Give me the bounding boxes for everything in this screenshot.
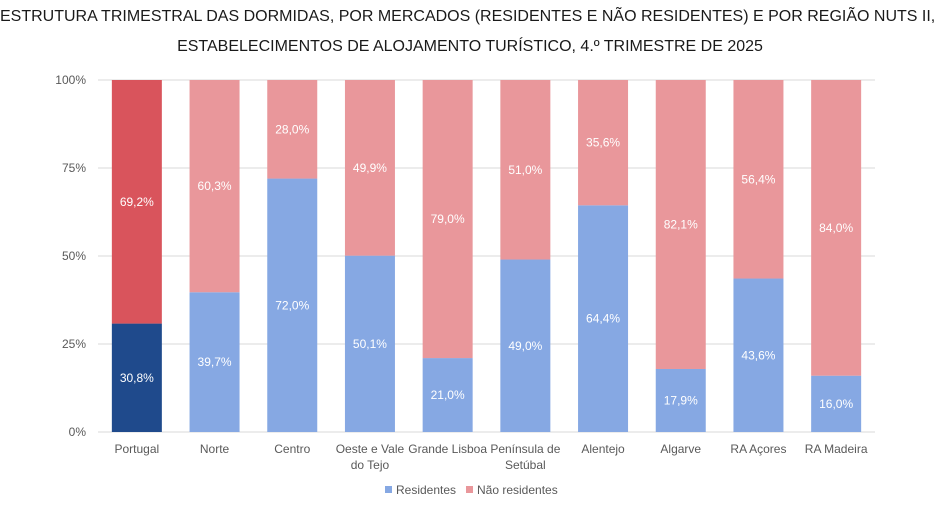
data-label: 69,2% (120, 195, 154, 209)
data-label: 51,0% (508, 163, 542, 177)
chart-title: ESTRUTURA TRIMESTRAL DAS DORMIDAS, POR M… (0, 2, 940, 62)
x-tick-label: Portugal (114, 442, 159, 456)
bar-layer (111, 80, 862, 432)
x-tick-label: Setúbal (505, 458, 546, 472)
bar-residentes (422, 358, 473, 432)
bar-nao-residentes (500, 80, 551, 260)
label-layer: 30,8% 69,2% 39,7% 60,3% 72,0% 28,0% 50,1% 49,9%… (120, 122, 854, 411)
legend-label: Não residentes (477, 483, 558, 497)
bar-nao-residentes (344, 80, 395, 256)
x-tick-label: RA Açores (730, 442, 786, 456)
bar-nao-residentes (422, 80, 473, 359)
x-tick-label: Centro (274, 442, 310, 456)
data-label: 84,0% (819, 221, 853, 235)
bar-nao-residentes (189, 80, 240, 293)
data-label: 16,0% (819, 397, 853, 411)
x-tick-label: Oeste e Vale (336, 442, 405, 456)
data-label: 72,0% (275, 298, 309, 312)
data-label: 28,0% (275, 122, 309, 136)
x-tick-label: RA Madeira (805, 442, 868, 456)
data-label: 49,9% (353, 161, 387, 175)
y-tick-label: 100% (55, 73, 86, 87)
data-label: 30,8% (120, 371, 154, 385)
data-label: 50,1% (353, 337, 387, 351)
x-tick-label: Alentejo (581, 442, 625, 456)
bar-residentes (500, 259, 551, 432)
y-tick-label: 50% (62, 249, 86, 263)
bar-residentes (111, 323, 162, 432)
bar-nao-residentes (111, 80, 162, 324)
data-label: 82,1% (664, 217, 698, 231)
bar-nao-residentes (267, 80, 318, 179)
bar-residentes (578, 205, 629, 432)
bar-residentes (344, 255, 395, 432)
y-tick-label: 75% (62, 161, 86, 175)
x-tick-label: Grande Lisboa (408, 442, 487, 456)
bar-nao-residentes (655, 80, 706, 369)
chart-title-line-2: ESTABELECIMENTOS DE ALOJAMENTO TURÍSTICO… (177, 38, 763, 55)
bar-nao-residentes (578, 80, 629, 206)
data-label: 35,6% (586, 136, 620, 150)
x-tick-label: Península de (490, 442, 560, 456)
bar-residentes (189, 292, 240, 432)
bar-residentes (811, 375, 862, 432)
axis-layer: 0% 25% 50% 75% 100% Portugal Norte Centro Oeste … (55, 73, 868, 472)
data-label: 79,0% (431, 212, 465, 226)
data-label: 56,4% (741, 172, 775, 186)
x-tick-label: Norte (200, 442, 230, 456)
data-label: 21,0% (431, 388, 465, 402)
data-label: 39,7% (198, 355, 232, 369)
legend-label: Residentes (396, 483, 456, 497)
bar-residentes (733, 278, 784, 432)
bar-nao-residentes (733, 80, 784, 279)
chart-title-line-1: ESTRUTURA TRIMESTRAL DAS DORMIDAS, POR M… (0, 8, 940, 25)
y-tick-label: 0% (69, 425, 87, 439)
x-tick-label: do Tejo (351, 458, 390, 472)
bar-residentes (267, 178, 318, 432)
x-tick-label: Algarve (660, 442, 701, 456)
data-label: 43,6% (741, 348, 775, 362)
data-label: 17,9% (664, 393, 698, 407)
data-label: 64,4% (586, 312, 620, 326)
legend-swatch (385, 486, 392, 493)
bar-nao-residentes (811, 80, 862, 376)
bar-residentes (655, 368, 706, 432)
y-tick-label: 25% (62, 337, 86, 351)
data-label: 60,3% (198, 179, 232, 193)
legend-swatch (466, 486, 473, 493)
legend: Residentes Não residentes (385, 483, 558, 497)
data-label: 49,0% (508, 339, 542, 353)
